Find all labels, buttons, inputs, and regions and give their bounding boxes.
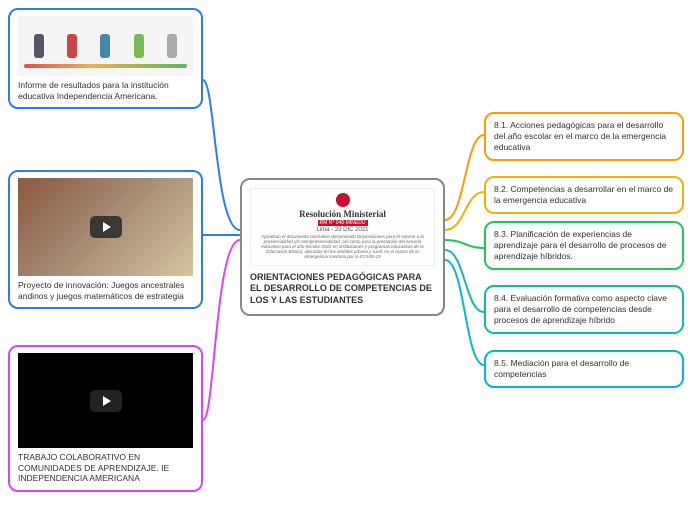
right-text-2: 8.2. Competencias a desarrollar en el ma… [494, 184, 673, 205]
center-title: ORIENTACIONES PEDAGÓGICAS PARA EL DESARR… [250, 272, 435, 306]
left-node-trabajo[interactable]: TRABAJO COLABORATIVO EN COMUNIDADES DE A… [8, 345, 203, 492]
video-thumbnail-1[interactable] [18, 178, 193, 276]
right-node-8-2[interactable]: 8.2. Competencias a desarrollar en el ma… [484, 176, 684, 214]
play-icon [90, 390, 122, 412]
right-node-8-4[interactable]: 8.4. Evaluación formativa como aspecto c… [484, 285, 684, 334]
left-node-informe[interactable]: Informe de resultados para la institució… [8, 8, 203, 109]
resolution-date: Lima - 23 DIC 2021 [255, 227, 430, 233]
infographic-image [18, 16, 193, 76]
center-node[interactable]: Resolución Ministerial RM N° 048-MINEDU … [240, 178, 445, 316]
right-text-5: 8.5. Mediación para el desarrollo de com… [494, 358, 629, 379]
resolution-body: Aprueban el documento normativo denomina… [255, 235, 430, 260]
right-node-8-5[interactable]: 8.5. Mediación para el desarrollo de com… [484, 350, 684, 388]
right-text-1: 8.1. Acciones pedagógicas para el desarr… [494, 120, 666, 152]
left-caption-2: Proyecto de innovación: Juegos ancestral… [18, 280, 193, 301]
resolution-title: Resolución Ministerial [255, 209, 430, 219]
left-caption-1: Informe de resultados para la institució… [18, 80, 193, 101]
right-text-4: 8.4. Evaluación formativa como aspecto c… [494, 293, 667, 325]
play-icon [90, 216, 122, 238]
right-node-8-3[interactable]: 8.3. Planificación de experiencias de ap… [484, 221, 684, 270]
resolution-image: Resolución Ministerial RM N° 048-MINEDU … [250, 188, 435, 266]
right-text-3: 8.3. Planificación de experiencias de ap… [494, 229, 666, 261]
left-caption-3: TRABAJO COLABORATIVO EN COMUNIDADES DE A… [18, 452, 193, 484]
left-node-proyecto[interactable]: Proyecto de innovación: Juegos ancestral… [8, 170, 203, 309]
video-thumbnail-2[interactable] [18, 353, 193, 448]
right-node-8-1[interactable]: 8.1. Acciones pedagógicas para el desarr… [484, 112, 684, 161]
resolution-number: RM N° 048-MINEDU [318, 220, 368, 226]
